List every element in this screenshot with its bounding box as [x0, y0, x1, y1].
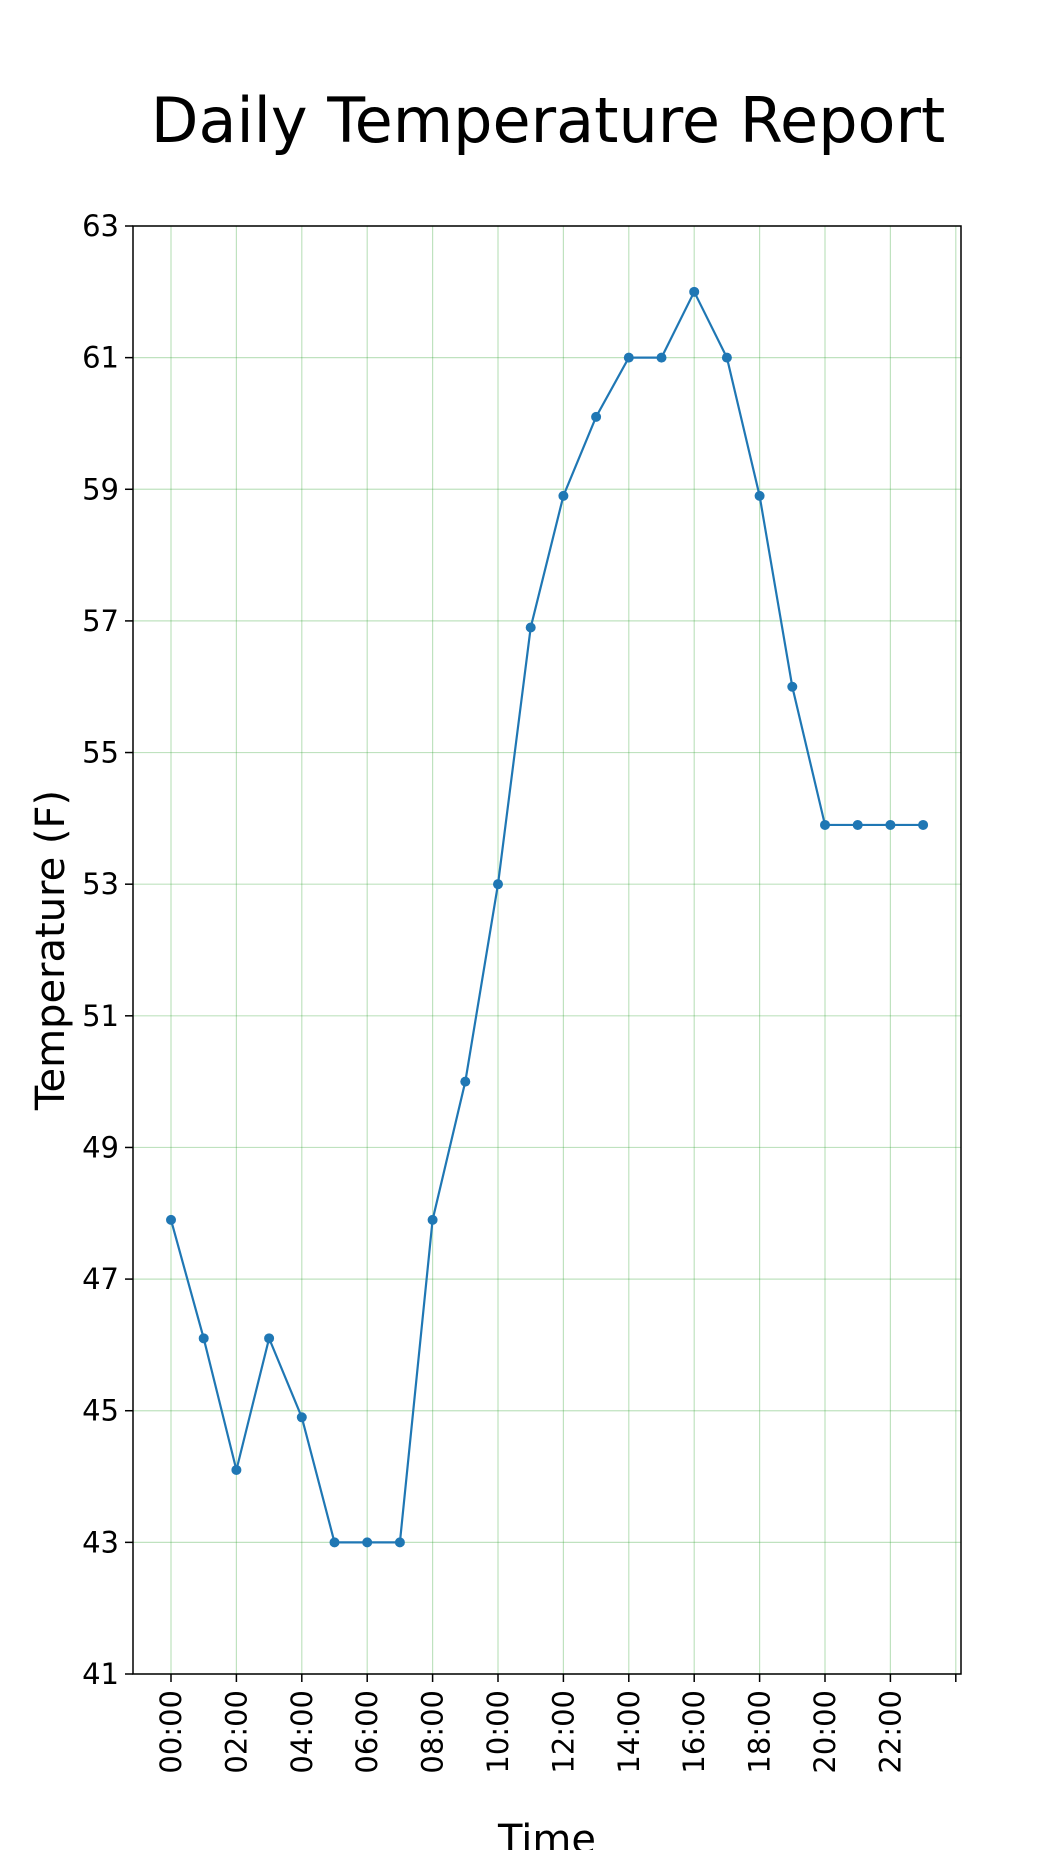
data-point — [231, 1464, 242, 1475]
y-tick-label: 51 — [82, 999, 119, 1033]
x-tick-label: 06:00 — [350, 1690, 384, 1774]
data-point — [166, 1214, 176, 1225]
x-tick-label: 04:00 — [285, 1690, 319, 1774]
series-line — [169, 289, 924, 1544]
data-point — [460, 1076, 471, 1087]
data-point — [329, 1537, 340, 1548]
data-point — [493, 879, 503, 890]
y-tick-label: 47 — [82, 1262, 119, 1296]
series-group — [166, 286, 929, 1548]
data-point — [656, 352, 667, 363]
y-axis-label: Temperature (F) — [28, 790, 74, 1111]
y-tick-label: 53 — [82, 867, 119, 901]
grid-lines — [133, 225, 961, 1675]
data-point — [754, 490, 765, 501]
data-point — [394, 1537, 405, 1548]
y-tick-label: 41 — [82, 1657, 119, 1691]
y-tick-label: 49 — [82, 1130, 119, 1164]
y-tick-label: 45 — [82, 1394, 119, 1428]
x-tick-label: 12:00 — [546, 1690, 580, 1774]
x-tick-label: 14:00 — [612, 1690, 646, 1774]
y-tick-label: 57 — [82, 604, 119, 638]
data-point — [525, 622, 536, 633]
plot-area — [132, 225, 962, 1675]
data-point — [787, 681, 798, 692]
x-tick-label: 16:00 — [677, 1690, 711, 1774]
data-point — [591, 411, 602, 422]
data-point — [558, 490, 569, 501]
data-point — [427, 1214, 438, 1225]
y-tick-label: 63 — [82, 209, 119, 243]
x-axis-label: Time — [497, 1817, 596, 1850]
data-point — [721, 352, 732, 363]
x-axis: 00:00 02:00 04:00 06:00 08:00 10:00 12:00 14:00… — [154, 1674, 957, 1774]
y-tick-label: 55 — [82, 736, 119, 770]
data-point — [362, 1537, 373, 1548]
data-point — [264, 1333, 275, 1344]
y-tick-label: 61 — [82, 341, 119, 375]
x-tick-label: 22:00 — [873, 1690, 907, 1774]
data-point — [918, 819, 929, 830]
chart-title: Daily Temperature Report — [151, 84, 946, 157]
data-point — [852, 819, 863, 830]
data-point — [820, 819, 830, 830]
x-tick-label: 02:00 — [219, 1690, 253, 1774]
data-point — [296, 1412, 307, 1423]
data-point — [885, 819, 896, 830]
y-tick-label: 43 — [82, 1525, 119, 1559]
x-tick-label: 18:00 — [743, 1690, 777, 1774]
x-tick-label: 10:00 — [481, 1690, 515, 1774]
y-tick-label: 59 — [82, 472, 119, 506]
data-point — [623, 352, 634, 363]
x-tick-label: 20:00 — [808, 1690, 842, 1774]
y-axis: 41 43 45 47 49 51 53 55 57 59 61 63 — [82, 209, 133, 1691]
data-point — [689, 286, 700, 297]
x-tick-label: 00:00 — [154, 1690, 188, 1774]
data-point — [198, 1333, 209, 1344]
x-tick-label: 08:00 — [416, 1690, 450, 1774]
